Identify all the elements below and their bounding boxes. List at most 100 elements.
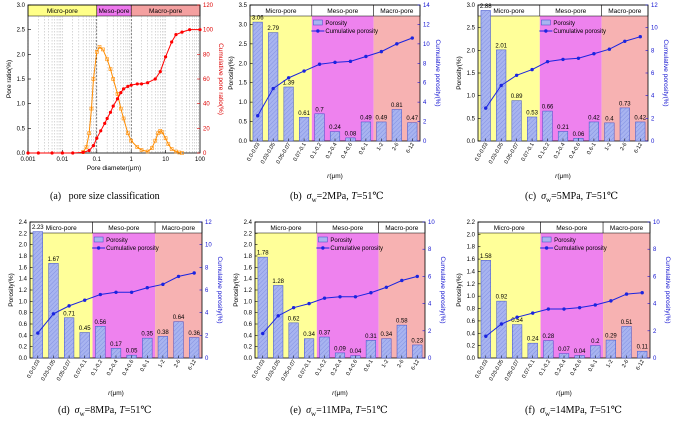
bar-value-label: 0.38 [157, 330, 169, 336]
caption-sym: σ [540, 405, 545, 416]
cumulative-point [322, 296, 327, 300]
bar-hatch [527, 343, 538, 358]
x-tick-label: 0.2-0.4 [553, 142, 567, 160]
bar-hatch [381, 338, 392, 358]
bar-value-label: 0.62 [288, 316, 300, 322]
bar-hatch [496, 49, 506, 141]
pore-ratio-point [115, 92, 120, 96]
legend-label-porosity: Porosity [325, 21, 347, 27]
x-tick-label: 0.0-0.03 [26, 359, 41, 379]
bar-value-label: 0.54 [511, 318, 523, 324]
bar-value-label: 0.92 [496, 295, 508, 301]
bar-value-label: 0.42 [588, 115, 600, 121]
y-axis-label-right: Cumulative porosity(%) [664, 256, 671, 323]
y-tick-label-right: 6 [653, 274, 657, 280]
x-tick-label: 0.0-0.03 [474, 359, 489, 379]
cumulative-point [317, 62, 322, 66]
cumulative-point [364, 54, 368, 59]
x-tick-label: 0.001 [20, 157, 36, 163]
pore-ratio-point [150, 146, 154, 150]
bar-value-label: 3.06 [252, 16, 264, 22]
y-tick-label-left: 0.5 [17, 126, 26, 132]
y-axis-label-right: Cumulative porosity(%) [216, 256, 223, 323]
x-tick-label: 0.03-0.05 [488, 359, 505, 382]
y-tick-label-right: 8 [428, 247, 432, 253]
cumulative-point [576, 56, 581, 60]
y-tick-label-right: 2 [428, 329, 432, 335]
bar-hatch [558, 131, 568, 141]
x-axis-label: r(μm) [332, 390, 348, 397]
caption-tvar: T [355, 405, 361, 416]
x-tick-label: 2-6 [396, 359, 405, 369]
y-tick-label-left: 3.0 [467, 3, 476, 9]
y-tick-label-left: 1.4 [19, 277, 28, 283]
x-tick-label: 6-12 [405, 142, 416, 155]
region-label-0: Micro-pore [270, 225, 301, 232]
y-tick-label-left: 2.4 [19, 220, 28, 226]
pore-ratio-point [160, 130, 165, 135]
cumulative-point [95, 136, 99, 140]
bar-hatch [637, 351, 648, 358]
cumulative-point [115, 97, 120, 101]
y-tick-label-left: 2.0 [467, 48, 476, 54]
x-tick-label: 0.6-1 [358, 142, 369, 156]
region-label-1: Meso-pore [556, 225, 587, 232]
x-axis-label: r(μm) [108, 390, 124, 397]
legend-swatch-porosity [313, 19, 323, 26]
x-tick-label: 0.6-1 [363, 359, 374, 373]
bar-hatch [64, 317, 74, 358]
bar-value-label: 0.71 [63, 311, 75, 317]
cumulative-point [121, 87, 126, 91]
y-tick-label-right: 12 [205, 220, 212, 226]
caption-mid: =5MPa, [551, 191, 586, 202]
cumulative-point [87, 148, 91, 153]
y-tick-label-right: 2 [423, 120, 427, 126]
y-tick-label-left: 1.0 [239, 100, 248, 106]
y-tick-label-left: 2.0 [244, 243, 253, 249]
y-tick-label-right: 14 [423, 3, 430, 9]
region-label-2: Macro-pore [380, 8, 414, 15]
cumulative-point [176, 274, 181, 279]
x-tick-label: 0.4-0.6 [340, 142, 354, 160]
pore-ratio-point [166, 142, 171, 146]
cumulative-point [607, 47, 612, 51]
pore-ratio-point [119, 106, 123, 111]
caption-d: (d) σw=8MPa, T=51℃ [58, 405, 152, 418]
cumulative-point [484, 106, 488, 110]
y-tick-label-right: 4 [651, 94, 655, 100]
panel-e: Micro-pore Meso-pore Macro-pore1.781.280.6… [233, 220, 446, 397]
cumulative-point [146, 81, 150, 85]
cumulative-point [188, 28, 192, 32]
caption-c: (c) σw=5MPa, T=51℃ [525, 191, 618, 204]
x-tick-label: 0.0-0.03 [251, 359, 266, 379]
y-axis-label-left: Porosity(%) [228, 56, 235, 90]
y-axis-label-left: Porosity(%) [456, 273, 463, 307]
pore-ratio-point [180, 151, 184, 155]
x-tick-label: 1-2 [604, 142, 613, 152]
caption-sub: w [79, 410, 85, 418]
x-tick-label: 0.07-0.1 [298, 359, 313, 379]
x-tick-label: 0.4-0.6 [570, 359, 584, 377]
region-label-0: Micro-pore [265, 8, 296, 15]
bar-value-label: 0.09 [334, 346, 346, 352]
y-tick-label-left: 0.8 [244, 311, 253, 317]
y-tick-label-right: 0 [651, 139, 655, 145]
cumulative-point [192, 271, 196, 275]
cumulative-point [531, 311, 535, 315]
cumulative-point [126, 84, 130, 88]
x-tick-label: 0.2-0.4 [554, 359, 568, 377]
cumulative-point [499, 322, 504, 326]
bar-hatch [604, 122, 615, 141]
bar-hatch [330, 131, 340, 141]
bar-value-label: 1.28 [272, 279, 284, 285]
x-tick-label: 0.2-0.4 [106, 359, 120, 377]
bar-value-label: 2.23 [32, 225, 44, 231]
pore-ratio-point [95, 50, 99, 54]
x-axis-label-unit: (μm) [329, 173, 343, 180]
cumulative-point [369, 291, 373, 295]
bar-value-label: 0.34 [303, 332, 315, 338]
x-axis-label-unit: (μm) [557, 173, 571, 180]
x-tick-label: 6-12 [635, 359, 646, 372]
cumulative-point [286, 76, 291, 80]
bar-value-label: 0.23 [411, 338, 423, 344]
